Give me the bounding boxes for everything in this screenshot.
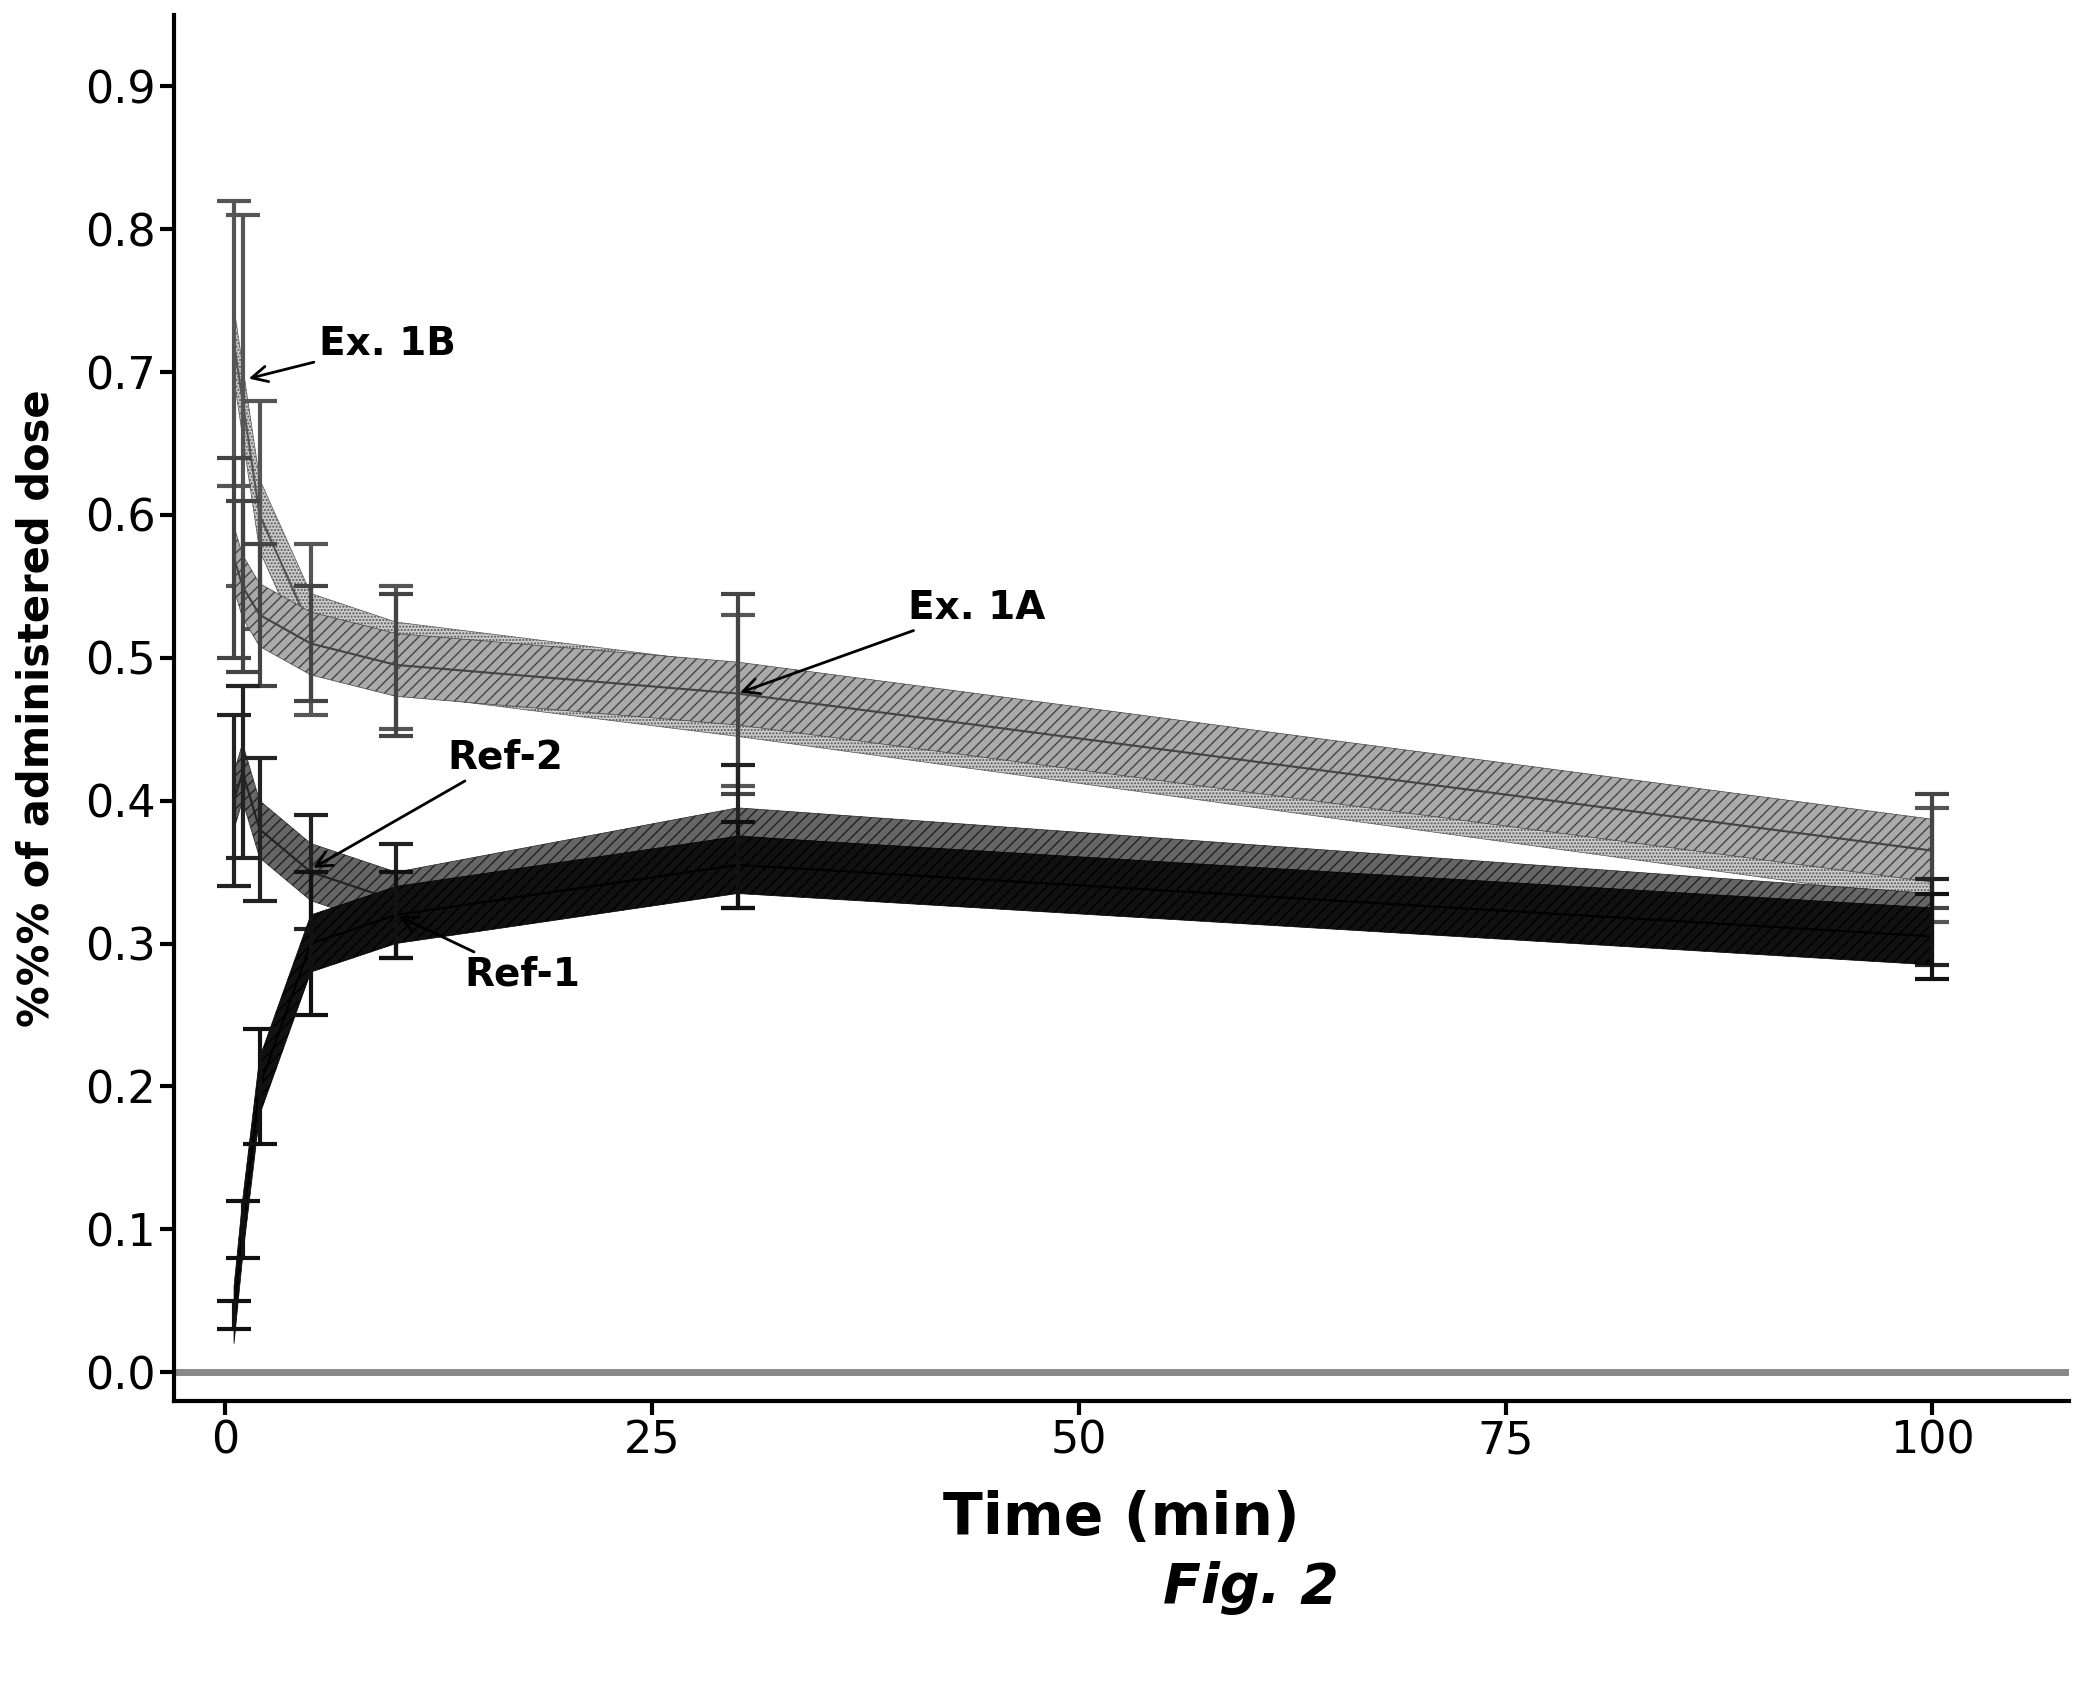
Text: Fig. 2: Fig. 2: [1163, 1560, 1338, 1615]
Text: Ref-2: Ref-2: [317, 739, 563, 866]
Y-axis label: %%% of administered dose: %%% of administered dose: [15, 389, 56, 1027]
X-axis label: Time (min): Time (min): [944, 1491, 1300, 1547]
Text: Ex. 1A: Ex. 1A: [744, 589, 1046, 693]
Text: Ref-1: Ref-1: [402, 917, 579, 993]
Text: Ex. 1B: Ex. 1B: [252, 324, 456, 382]
